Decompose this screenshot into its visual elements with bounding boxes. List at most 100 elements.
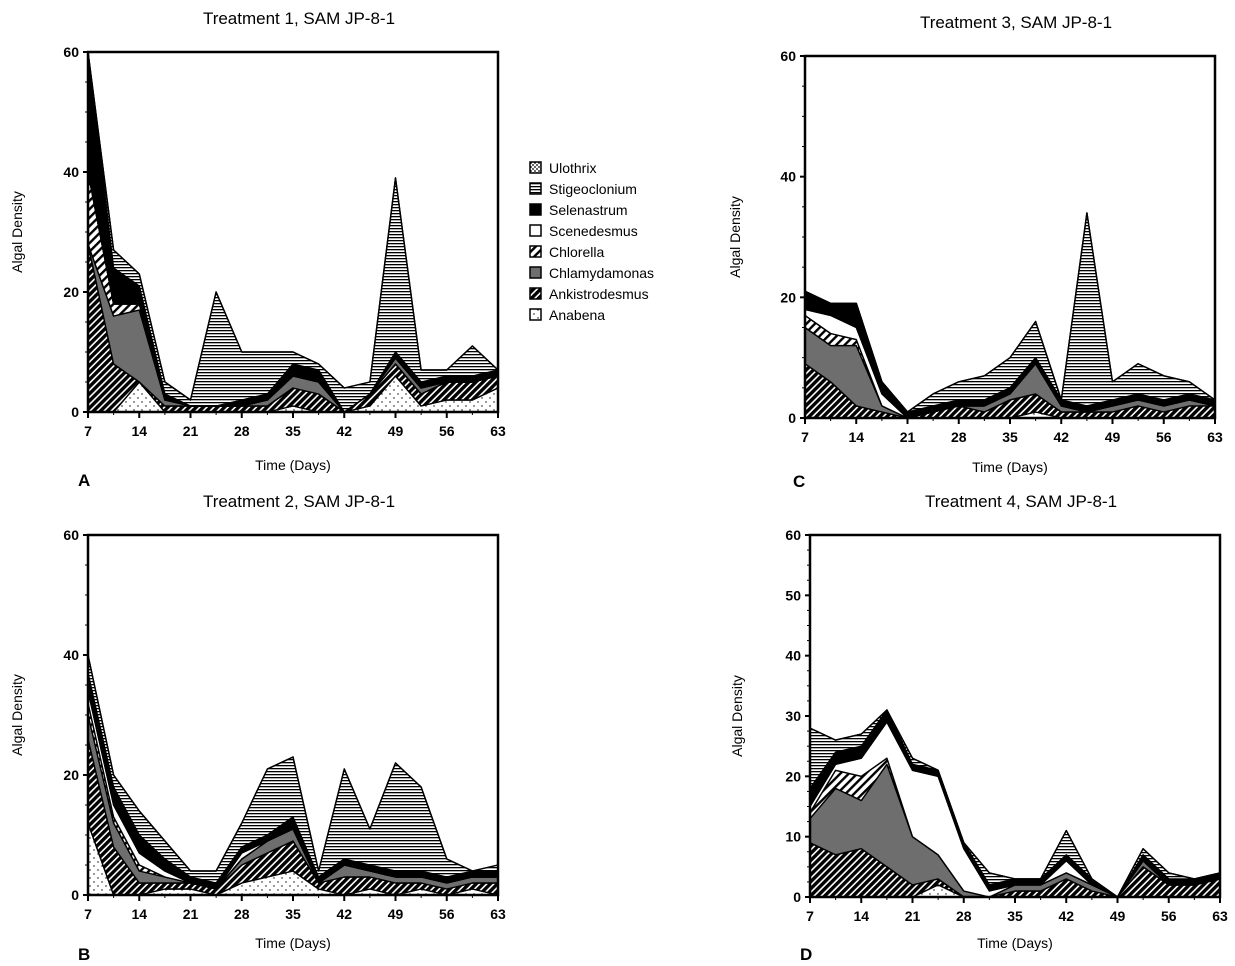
x-tick-label: 63	[1207, 429, 1223, 445]
panel-letter: C	[793, 472, 805, 491]
y-tick-label: 0	[788, 410, 796, 426]
x-tick-label: 14	[131, 906, 147, 922]
legend-label: Anabena	[549, 307, 605, 323]
x-tick-label: 63	[490, 906, 506, 922]
x-tick-label: 63	[1212, 908, 1228, 924]
y-tick-label: 40	[780, 169, 796, 185]
x-tick-label: 28	[234, 906, 250, 922]
panel-C: Treatment 3, SAM JP-8-1 0 20 40 60 7 14 21 28 35 4…	[727, 13, 1223, 491]
x-tick-label: 49	[388, 906, 404, 922]
panel-letter: D	[800, 945, 812, 964]
y-tick-label: 20	[63, 284, 79, 300]
legend-label: Stigeoclonium	[549, 181, 637, 197]
x-tick-label: 28	[234, 423, 250, 439]
legend-swatch	[529, 224, 542, 237]
area-layers	[87, 654, 499, 896]
chart-title: Treatment 3, SAM JP-8-1	[920, 13, 1112, 32]
area-layers	[804, 212, 1216, 419]
panel-A: Treatment 1, SAM JP-8-1 0 20 40 60 7 14 21 28 35 4…	[9, 9, 506, 490]
legend-item-chlorella: Chlorella	[529, 244, 604, 260]
legend-label: Scenedesmus	[549, 223, 638, 239]
x-tick-label: 63	[490, 423, 506, 439]
y-tick-label: 10	[785, 829, 801, 845]
panel-B: Treatment 2, SAM JP-8-1 0 20 40 60 7 14 21 28 35 4…	[9, 492, 506, 964]
x-tick-label: 21	[900, 429, 916, 445]
x-tick-label: 28	[956, 908, 972, 924]
x-axis-label: Time (Days)	[977, 935, 1053, 951]
x-tick-label: 56	[439, 906, 455, 922]
legend-item-scenedesmus: Scenedesmus	[529, 223, 638, 239]
x-tick-label: 21	[183, 423, 199, 439]
legend: Ulothrix Stigeoclonium Selenastrum Scenedes…	[529, 160, 654, 323]
y-tick-label: 60	[63, 44, 79, 60]
x-tick-label: 42	[1053, 429, 1069, 445]
y-tick-label: 0	[793, 889, 801, 905]
legend-item-chlamydamonas: Chlamydamonas	[529, 265, 654, 281]
legend-label: Ulothrix	[549, 160, 596, 176]
y-axis-label: Algal Density	[9, 674, 25, 756]
chart-title: Treatment 4, SAM JP-8-1	[925, 492, 1117, 511]
x-axis-label: Time (Days)	[255, 935, 331, 951]
legend-swatch	[529, 266, 542, 279]
x-axis-label: Time (Days)	[972, 459, 1048, 475]
y-tick-label: 0	[71, 887, 79, 903]
y-tick-label: 50	[785, 587, 801, 603]
x-tick-label: 7	[84, 423, 92, 439]
x-tick-label: 7	[84, 906, 92, 922]
legend-label: Chlorella	[549, 244, 604, 260]
x-tick-label: 14	[853, 908, 869, 924]
x-tick-label: 42	[1058, 908, 1074, 924]
legend-item-selenastrum: Selenastrum	[529, 202, 628, 218]
legend-swatch	[529, 245, 542, 258]
x-tick-label: 49	[1105, 429, 1121, 445]
y-tick-label: 30	[785, 708, 801, 724]
legend-swatch	[529, 203, 542, 216]
area-layers	[809, 709, 1221, 898]
y-tick-label: 20	[63, 767, 79, 783]
y-tick-label: 60	[785, 527, 801, 543]
panel-D: Treatment 4, SAM JP-8-1 0 10 20 30 40 50 60 7 14 2…	[729, 492, 1228, 964]
y-tick-label: 40	[63, 164, 79, 180]
x-tick-label: 35	[285, 423, 301, 439]
y-axis-label: Algal Density	[727, 196, 743, 278]
legend-label: Ankistrodesmus	[549, 286, 649, 302]
y-tick-label: 60	[63, 527, 79, 543]
y-tick-label: 0	[71, 404, 79, 420]
y-tick-label: 20	[785, 768, 801, 784]
legend-item-anabena: Anabena	[529, 307, 605, 323]
y-tick-label: 20	[780, 289, 796, 305]
legend-item-ankistrodesmus: Ankistrodesmus	[529, 286, 649, 302]
x-tick-label: 42	[336, 906, 352, 922]
x-tick-label: 56	[1156, 429, 1172, 445]
legend-swatch	[529, 287, 542, 300]
panel-letter: A	[78, 471, 90, 490]
y-tick-label: 40	[63, 647, 79, 663]
chart-title: Treatment 1, SAM JP-8-1	[203, 9, 395, 28]
x-tick-label: 14	[848, 429, 864, 445]
x-tick-label: 35	[1002, 429, 1018, 445]
x-tick-label: 7	[801, 429, 809, 445]
x-tick-label: 42	[336, 423, 352, 439]
x-tick-label: 35	[1007, 908, 1023, 924]
x-tick-label: 14	[131, 423, 147, 439]
legend-swatch	[529, 161, 542, 174]
y-axis-label: Algal Density	[9, 191, 25, 273]
x-tick-label: 21	[183, 906, 199, 922]
x-tick-label: 49	[388, 423, 404, 439]
x-tick-label: 35	[285, 906, 301, 922]
legend-label: Selenastrum	[549, 202, 628, 218]
x-tick-label: 28	[951, 429, 967, 445]
x-axis-label: Time (Days)	[255, 457, 331, 473]
y-axis-label: Algal Density	[729, 675, 745, 757]
legend-item-ulothrix: Ulothrix	[529, 160, 596, 176]
y-tick-label: 40	[785, 648, 801, 664]
x-tick-label: 56	[439, 423, 455, 439]
legend-swatch	[529, 308, 542, 321]
panel-letter: B	[78, 945, 90, 964]
x-tick-label: 49	[1110, 908, 1126, 924]
y-tick-label: 60	[780, 48, 796, 64]
x-tick-label: 56	[1161, 908, 1177, 924]
legend-swatch	[529, 182, 542, 195]
x-tick-label: 7	[806, 908, 814, 924]
